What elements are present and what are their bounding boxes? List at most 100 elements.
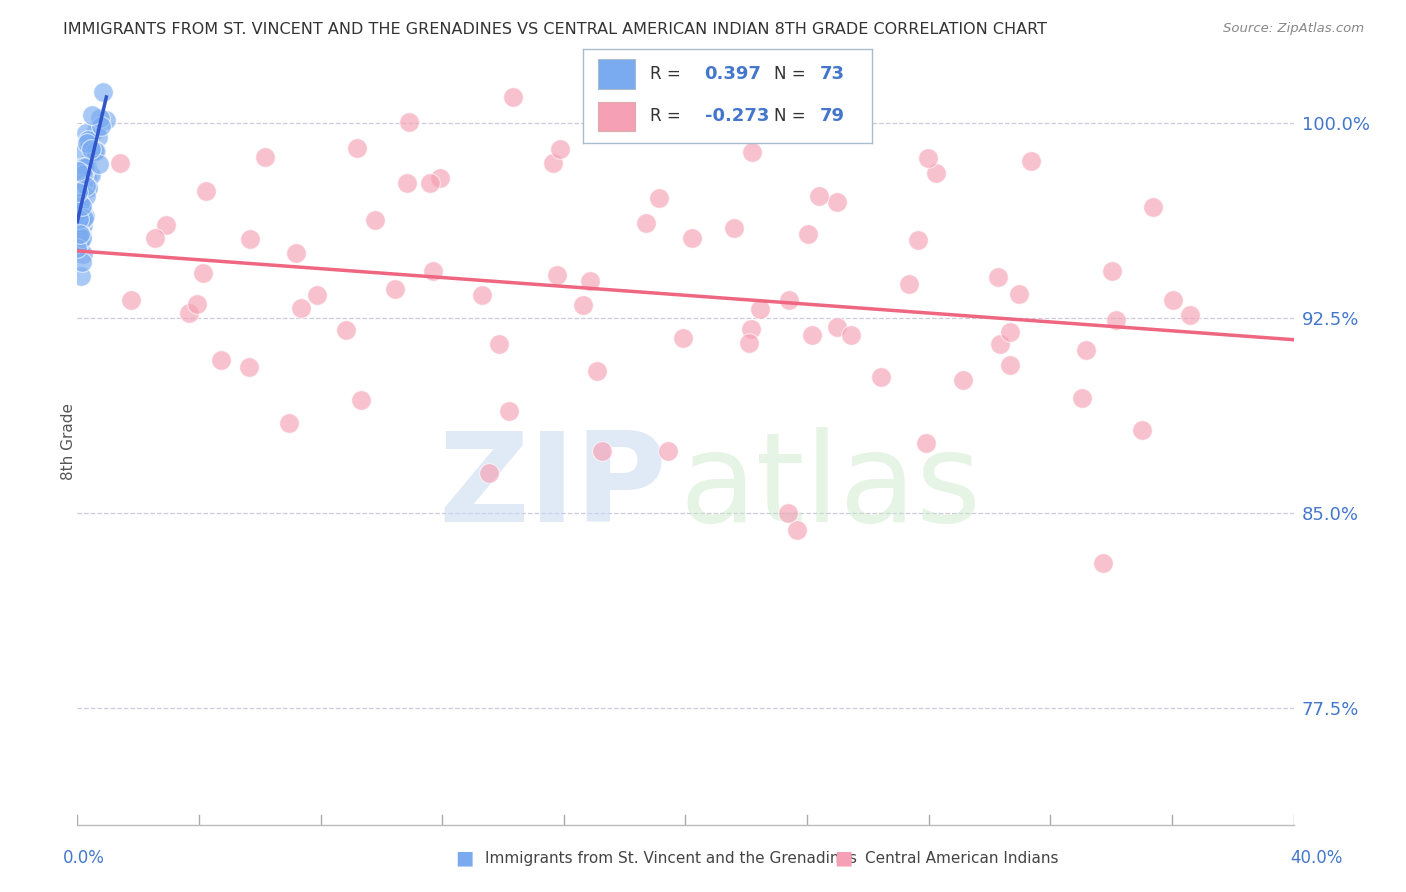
Point — [364, 212, 387, 227]
Point — [75, 189, 97, 203]
Point — [914, 435, 936, 450]
Point — [290, 301, 312, 315]
Point — [1021, 153, 1043, 168]
Point — [748, 302, 770, 317]
Point — [66, 164, 89, 178]
Point — [77, 133, 100, 147]
Point — [66, 169, 89, 184]
Point — [672, 331, 695, 345]
FancyBboxPatch shape — [598, 102, 636, 131]
Point — [72, 175, 94, 189]
Point — [723, 220, 745, 235]
Point — [70, 268, 93, 283]
Point — [907, 233, 929, 247]
Point — [66, 241, 89, 255]
Point — [84, 145, 107, 159]
Point — [67, 185, 90, 199]
Point — [80, 108, 103, 122]
Point — [738, 336, 761, 351]
Point — [67, 226, 90, 240]
Point — [194, 184, 217, 198]
Point — [76, 161, 98, 175]
Point — [548, 142, 571, 156]
Point — [84, 144, 107, 158]
Point — [422, 264, 444, 278]
Point — [70, 229, 93, 244]
Point — [86, 129, 108, 144]
Point — [917, 151, 939, 165]
Point — [796, 227, 818, 241]
Point — [998, 325, 1021, 339]
Point — [825, 319, 848, 334]
Text: Source: ZipAtlas.com: Source: ZipAtlas.com — [1223, 22, 1364, 36]
Point — [70, 224, 93, 238]
Point — [741, 145, 763, 159]
Point — [1071, 391, 1094, 405]
Point — [807, 189, 830, 203]
Point — [67, 180, 90, 194]
Point — [69, 227, 91, 241]
Point — [636, 216, 658, 230]
Point — [591, 444, 613, 458]
Point — [70, 227, 93, 242]
Point — [72, 177, 94, 191]
Point — [346, 140, 368, 154]
Point — [72, 160, 94, 174]
Y-axis label: 8th Grade: 8th Grade — [62, 403, 76, 480]
Text: IMMIGRANTS FROM ST. VINCENT AND THE GRENADINES VS CENTRAL AMERICAN INDIAN 8TH GR: IMMIGRANTS FROM ST. VINCENT AND THE GREN… — [63, 22, 1047, 37]
Point — [800, 327, 823, 342]
Point — [72, 254, 94, 268]
Text: 79: 79 — [820, 108, 845, 126]
Text: atlas: atlas — [679, 427, 981, 548]
Point — [1000, 358, 1022, 372]
Point — [75, 209, 97, 223]
Point — [657, 444, 679, 458]
Point — [72, 167, 94, 181]
Point — [69, 212, 91, 227]
Point — [70, 184, 93, 198]
Point — [67, 211, 90, 226]
Point — [70, 178, 93, 193]
Point — [305, 287, 328, 301]
Point — [67, 205, 90, 219]
Text: 73: 73 — [820, 65, 845, 83]
Point — [1074, 343, 1097, 358]
Point — [91, 85, 114, 99]
Point — [70, 199, 93, 213]
Text: N =: N = — [773, 108, 806, 126]
Point — [89, 157, 111, 171]
Point — [72, 177, 94, 191]
Point — [209, 353, 232, 368]
Point — [77, 168, 100, 182]
Point — [80, 168, 103, 182]
Point — [870, 370, 893, 384]
Point — [740, 322, 762, 336]
Text: N =: N = — [773, 65, 806, 83]
Point — [786, 523, 808, 537]
Point — [586, 364, 609, 378]
Point — [69, 235, 91, 249]
Point — [120, 293, 142, 307]
Point — [66, 173, 89, 187]
Point — [277, 417, 299, 431]
Point — [1008, 287, 1031, 301]
Point — [79, 141, 101, 155]
Point — [429, 171, 451, 186]
Point — [925, 166, 948, 180]
Point — [1178, 308, 1201, 322]
Point — [70, 203, 93, 218]
Point — [76, 170, 98, 185]
Text: 40.0%: 40.0% — [1291, 849, 1343, 867]
Point — [70, 181, 93, 195]
Point — [502, 90, 524, 104]
Text: 0.0%: 0.0% — [63, 849, 105, 867]
Point — [546, 268, 568, 283]
Point — [73, 160, 96, 174]
Point — [143, 231, 166, 245]
Point — [67, 186, 90, 201]
Point — [384, 282, 406, 296]
Point — [988, 337, 1011, 351]
Point — [90, 119, 112, 133]
Point — [478, 466, 501, 480]
Point — [69, 197, 91, 211]
